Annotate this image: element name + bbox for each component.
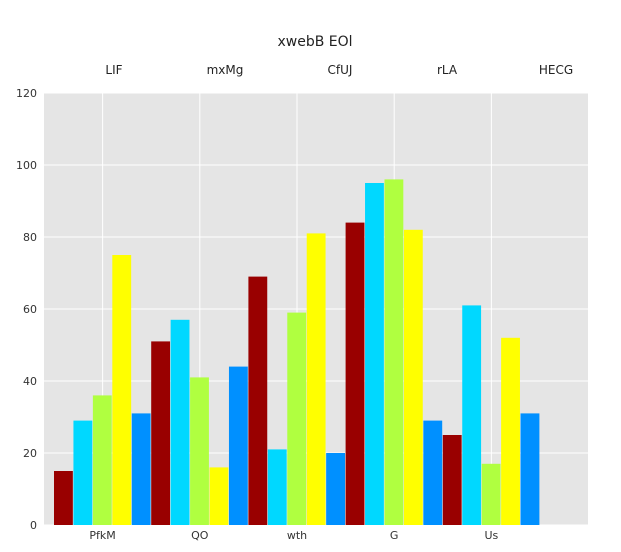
bar-rLA-Us <box>501 337 520 525</box>
bar-CfUJ-wth <box>287 312 307 525</box>
bar-LIF-wth <box>248 276 268 525</box>
x-tick-label: PfkM <box>89 529 115 542</box>
bar-CfUJ-Us <box>481 463 501 525</box>
bar-HECG-wth <box>326 453 345 525</box>
x-tick-label: Us <box>485 529 499 542</box>
legend-entry: mxMg <box>207 63 244 77</box>
y-tick-label: 80 <box>23 231 37 244</box>
legend-entry: CfUJ <box>328 63 353 77</box>
chart-title: xwebB EOl <box>277 34 352 50</box>
y-tick-label: 100 <box>16 159 37 172</box>
bar-LIF-QO <box>151 341 171 525</box>
bar-mxMg-PfkM <box>73 420 93 525</box>
y-tick-label: 0 <box>30 519 37 532</box>
bar-mxMg-Us <box>462 305 482 525</box>
bar-mxMg-G <box>365 183 384 525</box>
bar-LIF-Us <box>442 435 462 525</box>
bar-mxMg-wth <box>267 449 287 525</box>
bar-CfUJ-QO <box>190 377 209 525</box>
bar-rLA-PfkM <box>112 255 132 525</box>
y-tick-label: 120 <box>16 87 37 100</box>
bar-HECG-QO <box>228 366 248 525</box>
legend: LIF mxMg CfUJ rLA HECG <box>105 63 573 77</box>
y-axis: 0 20 40 60 80 100 120 <box>16 87 37 532</box>
bar-LIF-PfkM <box>54 471 73 525</box>
bar-LIF-G <box>345 222 365 525</box>
bar-HECG-PfkM <box>131 413 151 525</box>
bars <box>54 179 540 526</box>
bar-HECG-G <box>423 420 443 525</box>
x-tick-label: G <box>390 529 399 542</box>
bar-CfUJ-G <box>384 179 404 525</box>
y-tick-label: 60 <box>23 303 37 316</box>
legend-entry: LIF <box>105 63 122 77</box>
bar-rLA-G <box>403 229 423 526</box>
bar-CfUJ-PfkM <box>92 395 112 525</box>
bar-rLA-wth <box>306 233 326 525</box>
bar-mxMg-QO <box>170 319 190 525</box>
bar-HECG-Us <box>520 413 540 525</box>
bar-rLA-QO <box>209 467 229 525</box>
y-tick-label: 40 <box>23 375 37 388</box>
x-axis: PfkM QO wth G Us <box>89 529 498 542</box>
x-tick-label: QO <box>191 529 209 542</box>
legend-entry: HECG <box>539 63 573 77</box>
x-tick-label: wth <box>287 529 307 542</box>
legend-entry: rLA <box>437 63 458 77</box>
y-tick-label: 20 <box>23 447 37 460</box>
